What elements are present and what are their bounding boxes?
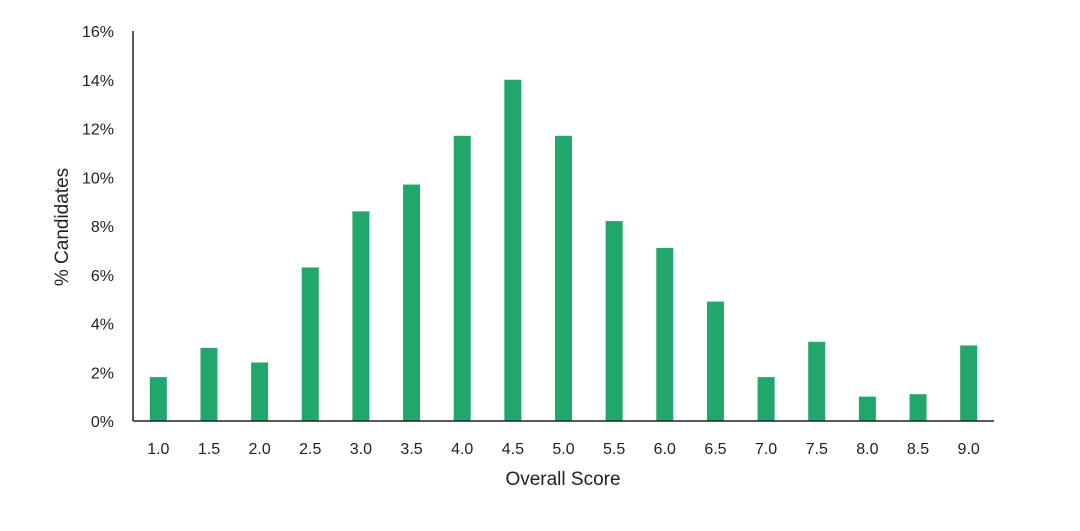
- x-tick-label: 8.5: [907, 441, 929, 458]
- bar-8.0: [858, 396, 876, 421]
- x-tick-label: 8.0: [856, 441, 878, 458]
- y-tick-label: 0%: [91, 414, 114, 431]
- bar-4.0: [453, 135, 471, 421]
- x-tick-label: 6.5: [704, 441, 726, 458]
- y-tick-label: 12%: [82, 122, 114, 139]
- bar-6.0: [656, 247, 674, 421]
- bar-5.5: [605, 221, 623, 421]
- x-tick-label: 3.0: [350, 441, 372, 458]
- x-tick-label: 1.5: [198, 441, 220, 458]
- y-tick-label: 16%: [82, 24, 114, 41]
- bar-5.0: [555, 135, 572, 421]
- x-tick-label: 6.0: [654, 441, 676, 458]
- bar-1.5: [200, 347, 218, 421]
- x-tick-label: 7.5: [806, 441, 828, 458]
- bar-1.0: [149, 377, 167, 421]
- bar-7.0: [757, 377, 775, 421]
- y-axis-label: % Candidates: [52, 168, 73, 286]
- x-tick-labels: 1.0 1.5 2.0 2.5 3.0 3.5 4.0 4.5 5.0 5.5 6.0 6.5 7.0 7…: [147, 441, 980, 458]
- x-tick-label: 2.0: [248, 441, 270, 458]
- bar-2.0: [251, 362, 269, 421]
- x-tick-label: 9.0: [958, 441, 980, 458]
- bar-3.5: [403, 184, 421, 421]
- bar-7.5: [808, 341, 826, 421]
- x-axis-label: Overall Score: [505, 469, 620, 490]
- y-tick-label: 8%: [91, 219, 114, 236]
- x-tick-label: 3.5: [400, 441, 422, 458]
- x-tick-label: 5.5: [603, 441, 625, 458]
- x-tick-label: 5.0: [552, 441, 574, 458]
- y-tick-label: 14%: [82, 73, 114, 90]
- bars: [149, 79, 978, 421]
- y-tick-label: 4%: [91, 317, 114, 334]
- x-tick-label: 4.5: [502, 441, 524, 458]
- bar-4.5: [504, 79, 522, 421]
- bar-9.0: [960, 345, 978, 421]
- y-tick-labels: 0% 2% 4% 6% 8% 10% 12% 14% 16%: [82, 24, 114, 431]
- bar-3.0: [352, 211, 370, 421]
- y-tick-label: 10%: [82, 170, 114, 187]
- bar-8.5: [909, 394, 927, 421]
- x-tick-label: 2.5: [299, 441, 321, 458]
- y-tick-label: 6%: [91, 268, 114, 285]
- x-tick-label: 1.0: [147, 441, 169, 458]
- bar-6.5: [706, 301, 724, 421]
- x-tick-label: 4.0: [451, 441, 473, 458]
- y-tick-label: 2%: [91, 365, 114, 382]
- x-tick-label: 7.0: [755, 441, 777, 458]
- bar-2.5: [301, 267, 319, 421]
